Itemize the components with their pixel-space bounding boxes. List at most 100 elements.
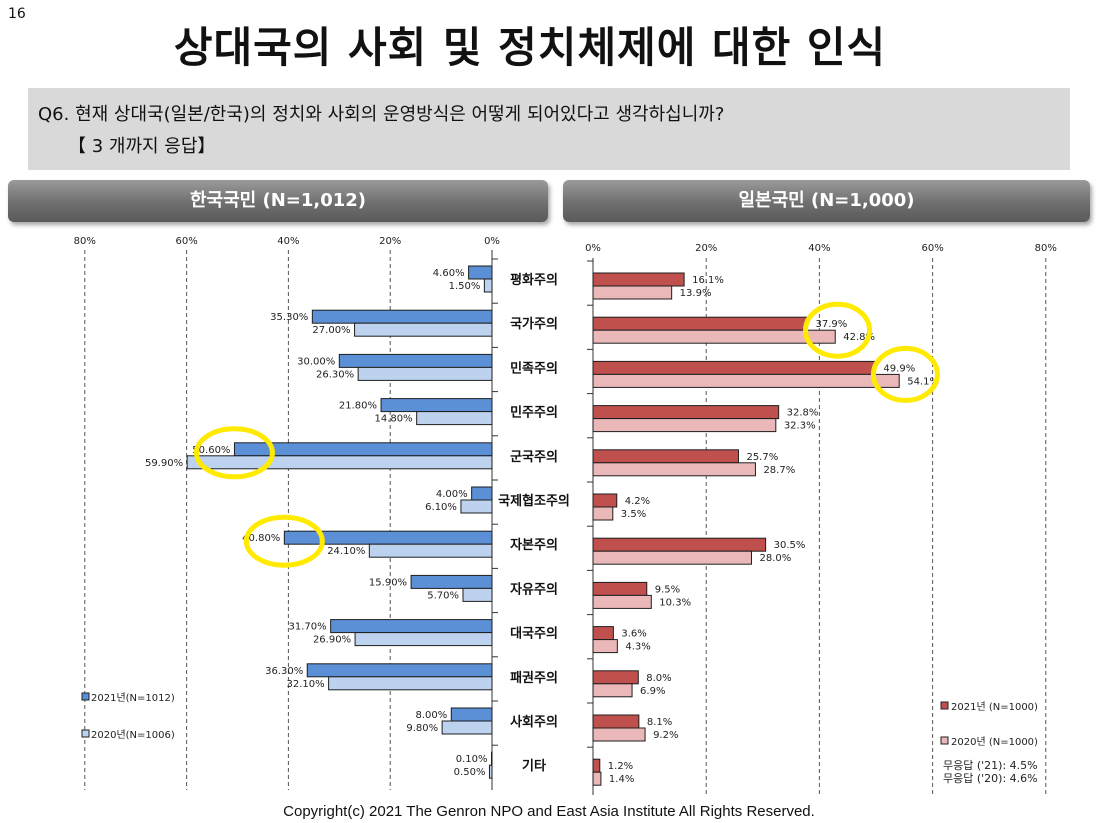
legend-swatch-korea-2021 — [81, 692, 90, 701]
legend-swatch-japan-2020 — [940, 736, 949, 745]
page-title: 상대국의 사회 및 정치체제에 대한 인식 — [173, 23, 887, 72]
highlight-circle — [193, 426, 275, 480]
data-label-japan: 32.8% — [787, 408, 819, 419]
x-tick-label-left: 60% — [175, 236, 197, 247]
bar-japan-2021 — [592, 714, 640, 729]
legend-label-japan-2021: 2021년 (N=1000) — [951, 701, 1038, 713]
question-box: Q6. 현재 상대국(일본/한국)의 정치와 사회의 운영방식은 어떻게 되어있… — [28, 88, 1070, 170]
data-label-japan: 42.8% — [843, 332, 875, 343]
bar-korea-2020 — [488, 764, 493, 779]
data-label-korea: 59.90% — [145, 458, 183, 469]
no-response-note: 무응답 ('21): 4.5% — [943, 759, 1038, 772]
bar-japan-2020 — [592, 550, 752, 565]
x-tick-label-left: 0% — [484, 236, 500, 247]
bar-korea-2020 — [441, 720, 493, 735]
data-label-korea: 0.10% — [456, 754, 488, 765]
data-label-japan: 4.2% — [625, 496, 650, 507]
category-label: 대국주의 — [510, 626, 558, 642]
bar-japan-2021 — [592, 626, 614, 641]
bar-japan-2020 — [592, 462, 756, 477]
bar-korea-2020 — [357, 366, 493, 381]
legend-label-korea-2021: 2021년(N=1012) — [91, 692, 175, 704]
data-label-korea: 8.00% — [415, 710, 447, 721]
data-label-japan: 28.0% — [759, 553, 791, 564]
data-label-korea: 40.80% — [242, 533, 280, 544]
data-label-japan: 25.7% — [746, 452, 778, 463]
x-tick-label-right: 20% — [695, 243, 717, 254]
data-label-japan: 3.5% — [621, 509, 646, 520]
bar-japan-2021 — [592, 537, 767, 552]
bar-korea-2021 — [450, 707, 493, 722]
bar-korea-2021 — [306, 663, 493, 678]
korea-panel-header: 한국국민 (N=1,012) — [8, 180, 548, 222]
bar-korea-2021 — [410, 574, 493, 589]
bar-japan-2021 — [592, 316, 809, 331]
bar-japan-2020 — [592, 727, 646, 742]
bar-korea-2021 — [330, 619, 493, 634]
bar-japan-2020 — [592, 329, 836, 344]
data-label-korea: 4.00% — [436, 489, 468, 500]
legend-swatch-japan-2021 — [940, 701, 949, 710]
data-label-korea: 6.10% — [425, 502, 457, 513]
bar-korea-2020 — [483, 278, 493, 293]
japan-panel-header: 일본국민 (N=1,000) — [563, 180, 1090, 222]
bar-korea-2020 — [368, 543, 493, 558]
category-label: 자본주의 — [510, 537, 558, 553]
data-label-japan: 16.1% — [692, 275, 724, 286]
data-label-japan: 28.7% — [763, 465, 795, 476]
data-label-japan: 10.3% — [659, 597, 691, 608]
question-instruction: 【 3 개까지 응답】 — [68, 136, 216, 157]
data-label-korea: 4.60% — [433, 268, 465, 279]
data-label-korea: 30.00% — [297, 356, 335, 367]
x-tick-label-right: 80% — [1035, 243, 1057, 254]
data-label-japan: 32.3% — [784, 421, 816, 432]
x-tick-label-right: 0% — [585, 243, 601, 254]
bar-japan-2020 — [592, 285, 673, 300]
question-text: Q6. 현재 상대국(일본/한국)의 정치와 사회의 운영방식은 어떻게 되어있… — [38, 104, 725, 125]
data-label-korea: 27.00% — [312, 325, 350, 336]
category-label: 군국주의 — [510, 449, 558, 465]
category-label: 자유주의 — [510, 581, 558, 597]
bar-korea-2021 — [490, 751, 493, 766]
data-label-korea: 9.80% — [406, 723, 438, 734]
category-label: 평화주의 — [510, 272, 558, 288]
category-label: 기타 — [522, 758, 546, 774]
data-label-japan: 1.4% — [609, 774, 634, 785]
bar-japan-2021 — [592, 360, 876, 375]
data-label-japan: 4.3% — [625, 642, 650, 653]
data-label-korea: 21.80% — [339, 401, 377, 412]
data-label-japan: 3.6% — [621, 629, 646, 640]
bar-korea-2020 — [354, 322, 493, 337]
data-label-korea: 36.30% — [265, 666, 303, 677]
data-label-korea: 15.90% — [369, 577, 407, 588]
bar-korea-2021 — [311, 309, 493, 324]
bar-korea-2021 — [338, 353, 493, 368]
bar-japan-2021 — [592, 670, 639, 685]
bar-japan-2020 — [592, 373, 900, 388]
bar-japan-2021 — [592, 581, 648, 596]
bar-korea-2020 — [328, 676, 493, 691]
bar-japan-2020 — [592, 771, 602, 786]
bar-japan-2020 — [592, 506, 614, 521]
bar-japan-2021 — [592, 405, 780, 420]
highlight-circle — [803, 301, 873, 359]
category-label: 민주주의 — [510, 405, 558, 421]
data-label-korea: 14.80% — [375, 414, 413, 425]
bar-japan-2021 — [592, 758, 601, 773]
data-label-japan: 54.1% — [907, 376, 939, 387]
data-label-korea: 50.60% — [192, 445, 230, 456]
bar-japan-2021 — [592, 493, 618, 508]
data-label-korea: 1.50% — [449, 281, 481, 292]
data-label-korea: 31.70% — [289, 622, 327, 633]
x-tick-label-right: 40% — [808, 243, 830, 254]
bar-japan-2020 — [592, 594, 652, 609]
no-response-note: 무응답 ('20): 4.6% — [943, 772, 1038, 785]
data-label-korea: 5.70% — [427, 590, 459, 601]
highlight-circle — [243, 514, 325, 568]
bar-japan-2020 — [592, 683, 633, 698]
x-tick-label-left: 80% — [74, 236, 96, 247]
data-label-japan: 9.5% — [655, 584, 680, 595]
data-label-japan: 1.2% — [608, 761, 633, 772]
data-label-japan: 8.1% — [647, 717, 672, 728]
